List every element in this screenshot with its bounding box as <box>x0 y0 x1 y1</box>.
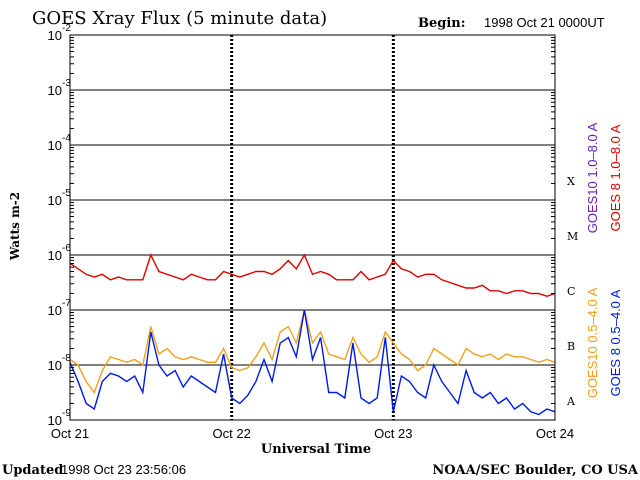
y-tick-label-exponent: -6 <box>62 243 71 254</box>
x-axis-label: Universal Time <box>261 442 371 457</box>
y-tick-label-base: 10 <box>48 138 62 153</box>
y-tick-label-base: 10 <box>48 303 62 318</box>
updated-value: 1998 Oct 23 23:56:06 <box>61 462 186 477</box>
series-line-goes-8-1-0-8-0-a <box>69 253 556 298</box>
series-line-goes10-0-5-4-0-a <box>69 309 556 394</box>
begin-label: Begin: <box>418 16 466 31</box>
credit-text: NOAA/SEC Boulder, CO USA <box>432 463 639 478</box>
y-tick-label-base: 10 <box>48 413 62 428</box>
y-tick-label-base: 10 <box>48 28 62 43</box>
y-tick-label-exponent: -2 <box>62 23 71 34</box>
legend-entry: GOES 8 1.0–8.0 A <box>608 124 623 231</box>
flare-class-label: B <box>567 340 575 353</box>
begin-value: 1998 Oct 21 0000UT <box>484 15 605 30</box>
plot-frame <box>69 34 556 421</box>
legend: GOES10 1.0–8.0 A GOES 8 1.0–8.0 A GOES10 0… <box>585 122 623 398</box>
series-layer <box>69 253 556 416</box>
legend-entry: GOES10 0.5–4.0 A <box>585 287 600 398</box>
y-tick-label-exponent: -4 <box>62 133 71 144</box>
y-tick-label-exponent: -9 <box>62 408 71 419</box>
chart-title: GOES Xray Flux (5 minute data) <box>32 8 327 29</box>
y-tick-label-exponent: -3 <box>62 78 71 89</box>
series-line-goes-8-0-5-4-0-a <box>69 309 556 416</box>
flare-class-label: C <box>567 285 575 298</box>
legend-entry: GOES 8 0.5–4.0 A <box>608 289 623 396</box>
x-tick-label: Oct 24 <box>536 426 574 441</box>
y-tick-label-exponent: -8 <box>62 353 71 364</box>
y-tick-label-base: 10 <box>48 83 62 98</box>
flare-class-label: M <box>567 230 578 243</box>
y-tick-label-exponent: -7 <box>62 298 71 309</box>
y-axis-label: Watts m-2 <box>8 192 22 261</box>
y-tick-label-base: 10 <box>48 193 62 208</box>
x-tick-label: Oct 22 <box>213 426 251 441</box>
updated-label: Updated <box>2 463 63 478</box>
flare-class-label: A <box>566 395 576 408</box>
flare-class-label: X <box>567 175 575 188</box>
x-tick-label: Oct 21 <box>51 426 89 441</box>
y-tick-label-exponent: -5 <box>62 188 71 199</box>
y-tick-label-base: 10 <box>48 248 62 263</box>
y-tick-label-base: 10 <box>48 358 62 373</box>
x-tick-label: Oct 23 <box>374 426 412 441</box>
legend-entry: GOES10 1.0–8.0 A <box>585 122 600 233</box>
